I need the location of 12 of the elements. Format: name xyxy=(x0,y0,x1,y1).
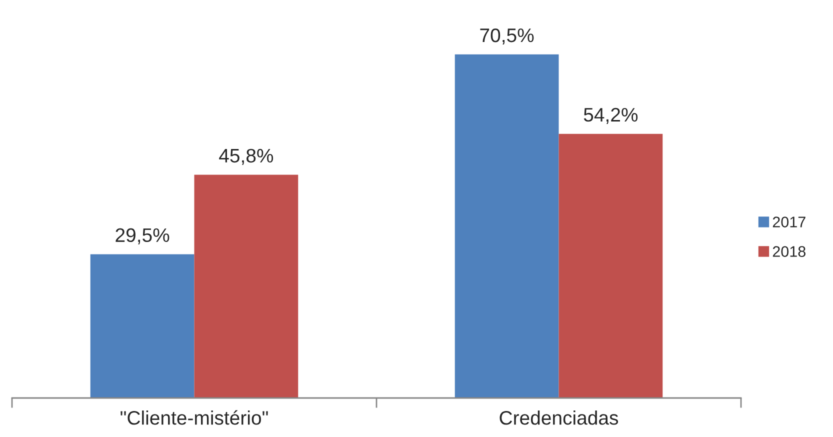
x-tick-label: "Cliente-mistério" xyxy=(120,410,268,425)
bar xyxy=(90,254,194,398)
bar xyxy=(558,134,663,398)
bar xyxy=(454,54,559,398)
data-label: 70,5% xyxy=(480,28,534,45)
data-label: 29,5% xyxy=(116,228,170,244)
data-label: 54,2% xyxy=(584,108,638,124)
bar xyxy=(194,174,298,398)
x-tick-label: Credenciadas xyxy=(500,410,618,425)
legend-label: 2017 xyxy=(772,216,806,228)
data-label: 45,8% xyxy=(219,148,274,165)
legend-label: 2018 xyxy=(772,246,806,257)
